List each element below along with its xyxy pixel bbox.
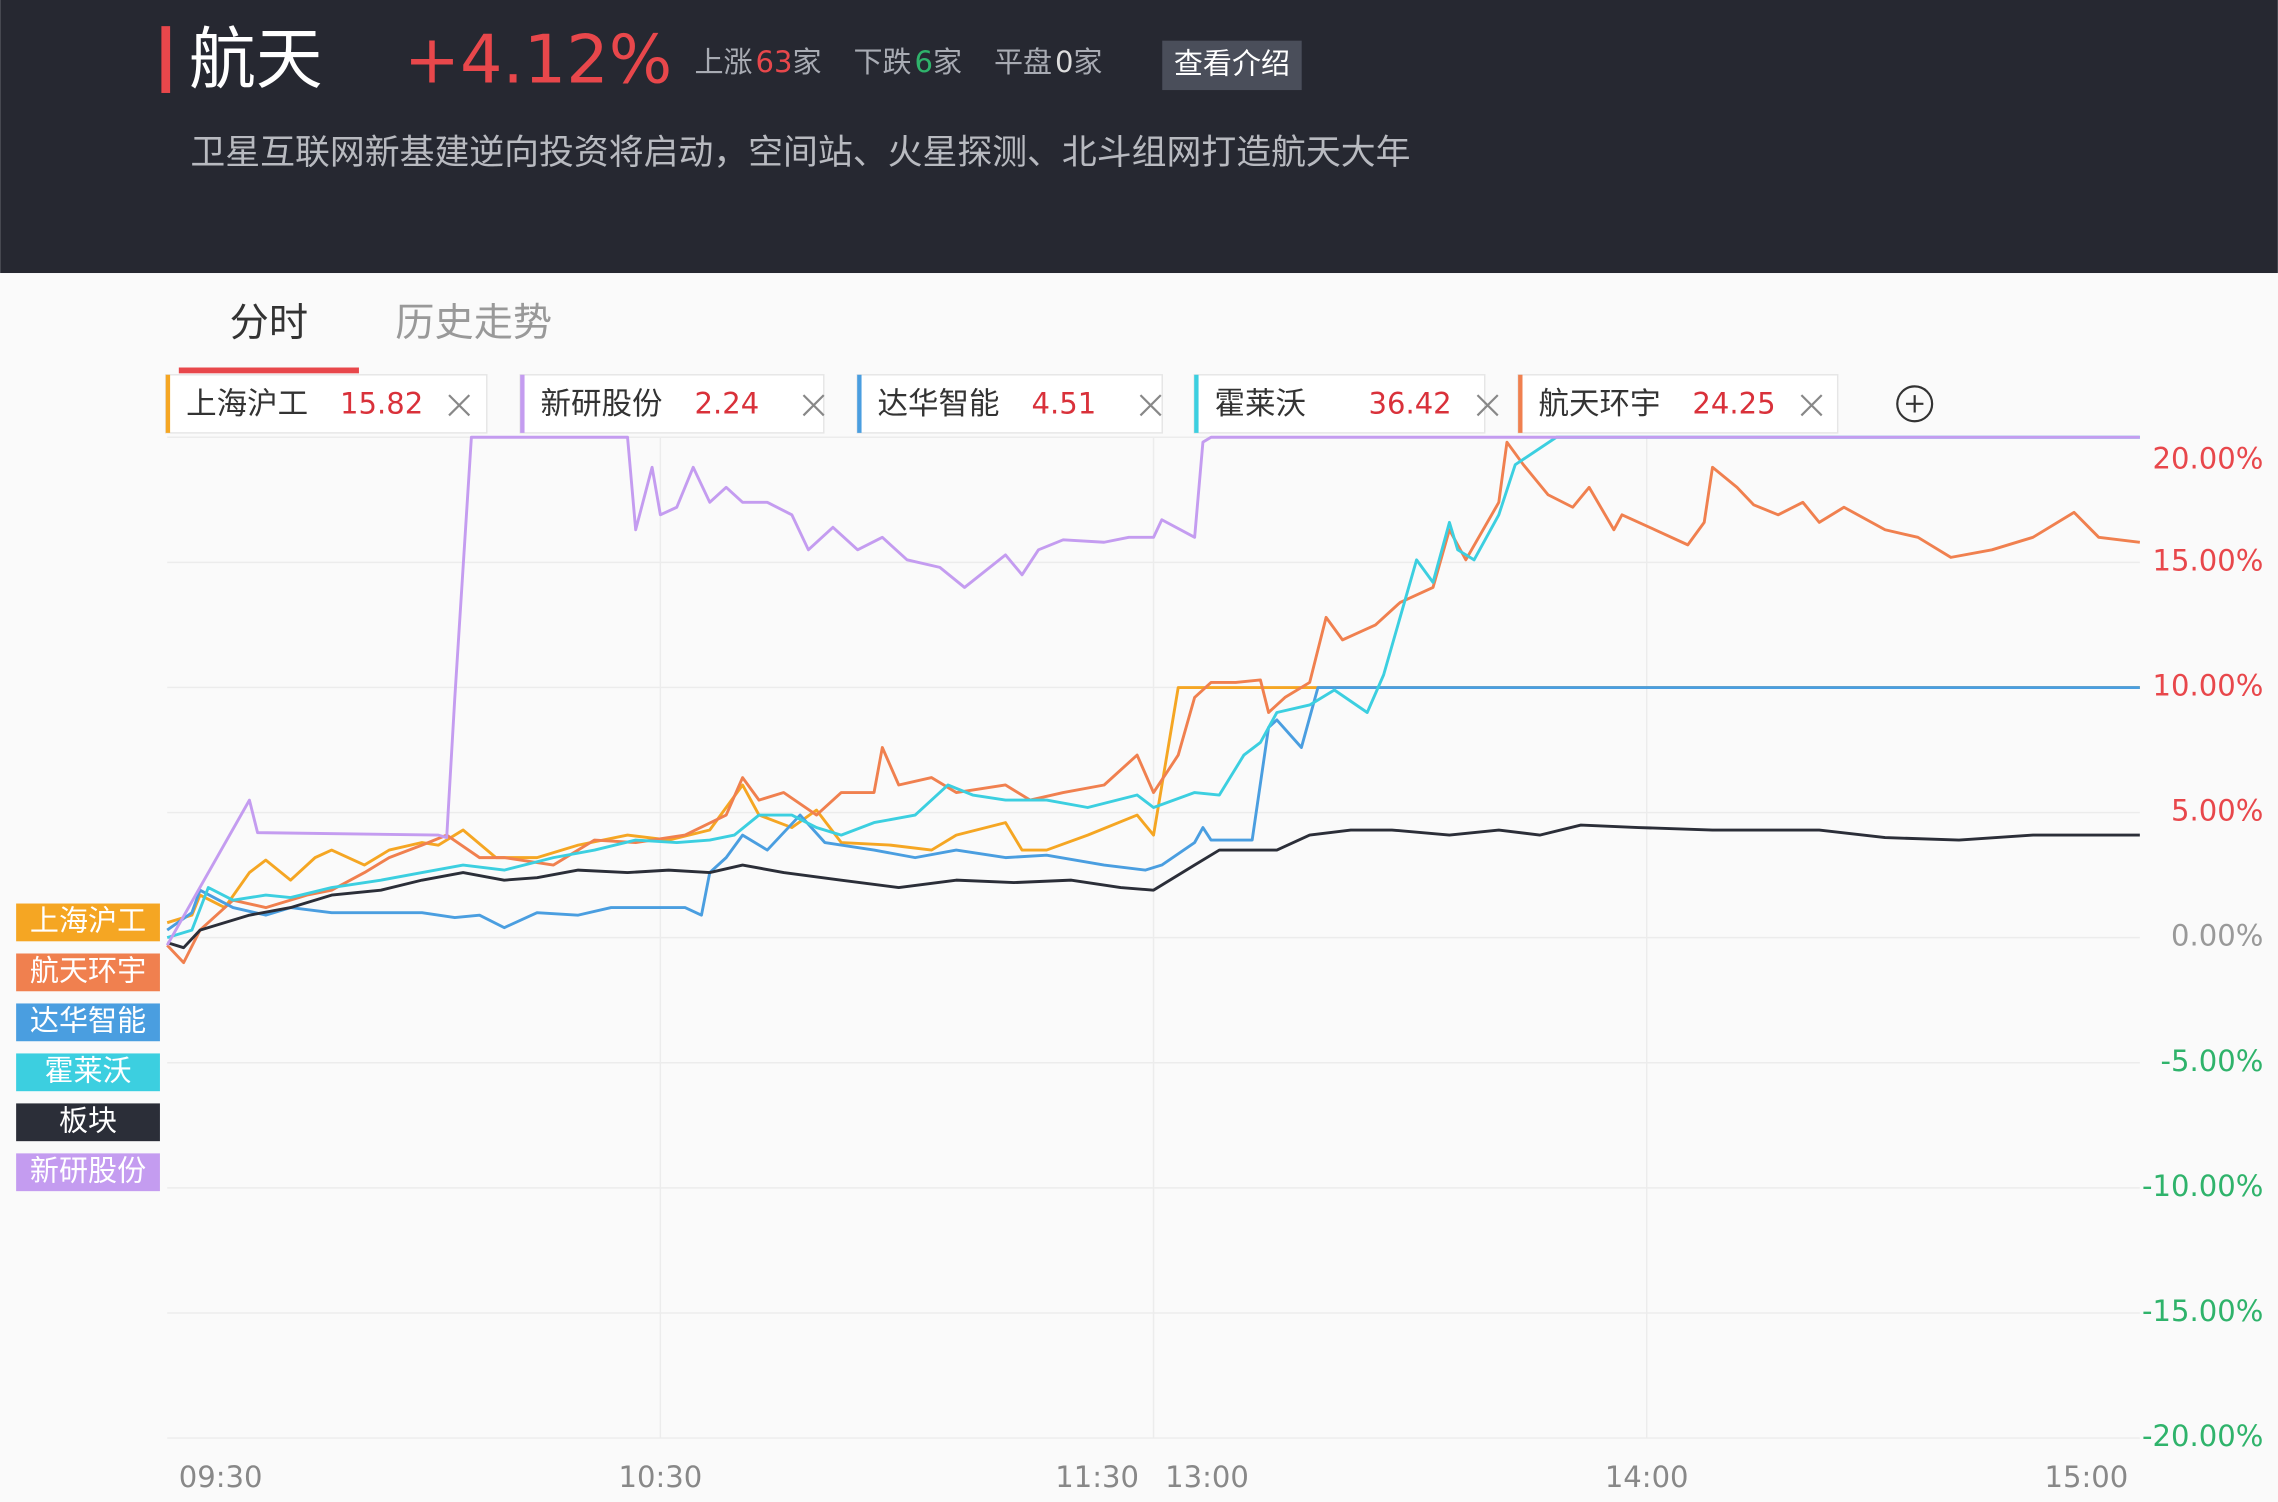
x-tick-label: 11:30 [1055,1460,1139,1494]
stat-unit: 家 [792,45,821,79]
series-line [166,440,2141,965]
series-line [166,435,2140,940]
y-tick-label: 10.00% [2153,668,2264,702]
stat-count: 6 [914,45,932,79]
title-marker [161,26,171,93]
stock-chip[interactable] [856,374,1163,434]
y-tick-label: 0.00% [2171,919,2263,953]
stock-chip-close[interactable] [448,394,471,417]
legend-tag [16,1103,160,1142]
stock-chip-price: 15.82 [340,386,423,420]
stat-count: 63 [755,45,792,79]
legend-label: 霍莱沃 [44,1053,131,1087]
y-tick-label: -20.00% [2142,1419,2263,1453]
series-line [166,686,2140,932]
series-line [166,686,2140,925]
legend-label: 达华智能 [30,1003,146,1037]
y-tick-label: 5.00% [2171,794,2263,828]
stock-chip-marker [1518,374,1523,433]
legend-label: 航天环宇 [30,953,146,987]
x-tick-label: 10:30 [619,1460,703,1494]
legend-tag [16,1003,160,1042]
legend-label: 上海沪工 [30,903,146,937]
body-bg [0,273,2278,1502]
legend-tag [16,1153,160,1192]
series-line [165,435,2140,946]
title: 航天 [189,20,323,98]
stock-chip-marker [165,374,171,433]
stat-count: 0 [1055,45,1073,79]
stock-chip[interactable] [519,374,825,434]
stock-chip-marker [1194,374,1199,433]
stock-chip-name: 上海沪工 [186,387,308,422]
intro-button[interactable] [1162,40,1302,91]
stock-chip-name: 霍莱沃 [1215,387,1307,422]
legend-label: 新研股份 [30,1153,146,1187]
subtitle: 卫星互联网新基建逆向投资将启动，空间站、火星探测、北斗组网打造航天大年 [190,133,1410,173]
add-icon[interactable] [1905,395,1924,413]
legend-tag [16,903,160,942]
series-line [166,823,2140,950]
change: +4.12% [404,20,672,98]
stat-unit: 家 [1073,45,1102,79]
stat-unit: 家 [933,45,962,79]
stock-chip-name: 新研股份 [541,387,663,422]
tab[interactable]: 分时 [230,301,308,346]
y-tick-label: -5.00% [2161,1044,2264,1078]
stats: 上涨 63家 下跌 6家 平盘 0家 [695,45,1103,79]
x-tick-label: 14:00 [1605,1460,1689,1494]
stock-chip-name: 达华智能 [878,387,1000,422]
stock-chip-price: 2.24 [695,386,760,420]
header-bg [0,0,2278,274]
x-tick-label: 15:00 [2045,1460,2129,1494]
tab-underline [178,367,359,374]
tab[interactable]: 历史走势 [395,301,552,346]
stock-chip-close[interactable] [802,394,825,417]
stock-chip-price: 4.51 [1032,386,1097,420]
stock-chip-price: 36.42 [1369,386,1452,420]
legend-tag [16,1053,160,1092]
stock-chip-close[interactable] [1800,394,1823,417]
intro-button-label[interactable]: 查看介绍 [1174,46,1290,80]
stock-chip-marker [857,374,862,433]
stat-label: 平盘 [994,45,1052,79]
stat-label: 上涨 [695,45,753,79]
y-tick-label: -10.00% [2142,1169,2263,1203]
stock-chip-marker [520,374,525,433]
x-tick-label: 09:30 [179,1460,263,1494]
y-tick-label: -15.00% [2142,1294,2263,1328]
stat-label: 下跌 [853,45,911,79]
stock-chip[interactable] [1193,374,1486,434]
legend-tag [16,953,160,992]
add-button[interactable] [1896,385,1934,423]
stock-chip-price: 24.25 [1692,386,1775,420]
legend-label: 板块 [59,1103,117,1137]
x-tick-label: 13:00 [1165,1460,1249,1494]
y-tick-label: 20.00% [2153,441,2264,475]
stock-chip-close[interactable] [1476,394,1499,417]
stock-chip-name: 航天环宇 [1538,387,1660,422]
stock-chip-close[interactable] [1139,394,1162,417]
y-tick-label: 15.00% [2153,543,2264,577]
